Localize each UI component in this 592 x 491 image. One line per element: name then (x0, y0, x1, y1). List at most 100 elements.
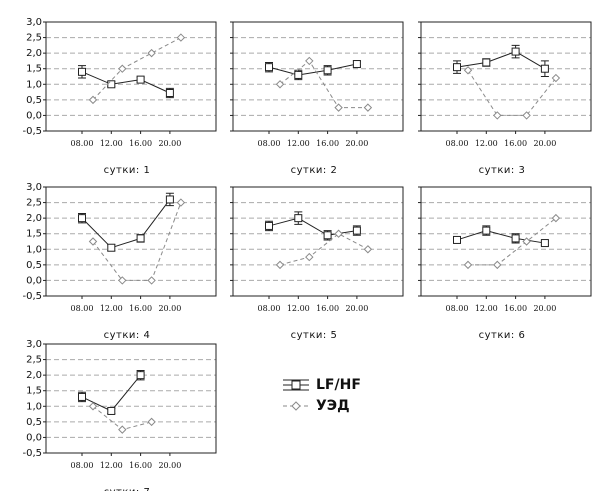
y-tick-label: 1,0 (26, 79, 42, 90)
panel: -0,5 0,0 0,5 1,0 1,5 2,0 2,5 3,0 08.00 12.00 16.00… (22, 182, 217, 341)
legend-marker (291, 380, 301, 390)
point (88, 237, 98, 246)
y-tick-label: -0,5 (22, 291, 42, 302)
x-tick-label: 16.00 (504, 139, 527, 148)
plot-frame (45, 343, 217, 454)
series-line (92, 37, 182, 101)
series-line (468, 217, 557, 266)
point (334, 229, 343, 238)
x-tick-label: 08.00 (446, 139, 469, 148)
series-line (81, 199, 171, 249)
point (118, 276, 127, 285)
x-tick-label: 12.00 (475, 139, 498, 148)
y-tick-label: 2,5 (26, 33, 42, 44)
point (165, 195, 174, 204)
point (265, 221, 273, 230)
panel-title: сутки: 6 (479, 330, 526, 341)
x-tick-label: 16.00 (129, 461, 152, 470)
y-tick-label: 0,0 (26, 432, 42, 443)
point (136, 75, 145, 84)
plot-frame (45, 21, 217, 132)
point (453, 63, 461, 72)
panel: 08.00 12.00 16.00 20.00 сутки: 3 (418, 21, 592, 176)
y-tick-label: 3,0 (26, 339, 42, 350)
point (176, 198, 186, 207)
y-tick-label: 3,0 (26, 182, 42, 193)
series-line (279, 60, 368, 109)
point (265, 63, 273, 72)
point (107, 406, 116, 415)
x-tick-label: 16.00 (316, 139, 339, 148)
point (522, 111, 531, 120)
x-tick-label: 12.00 (287, 304, 310, 313)
x-tick-label: 08.00 (258, 304, 281, 313)
x-tick-label: 08.00 (446, 304, 469, 313)
x-tick-label: 16.00 (504, 304, 527, 313)
plot-frame (420, 21, 592, 132)
point (482, 58, 491, 67)
point (88, 402, 98, 411)
x-tick-label: 08.00 (71, 461, 94, 470)
y-tick-label: 2,0 (26, 370, 42, 381)
panel: 08.00 12.00 16.00 20.00 сутки: 5 (230, 186, 404, 341)
y-tick-label: -0,5 (22, 126, 42, 137)
legend: LF/HF УЭД (283, 377, 361, 414)
y-tick-label: 1,5 (26, 229, 42, 240)
point (294, 214, 303, 223)
point (363, 103, 373, 112)
series-line (456, 51, 546, 70)
panel-title: сутки: 1 (104, 165, 151, 176)
point (305, 56, 314, 66)
point (78, 392, 86, 401)
y-tick-label: 2,5 (26, 355, 42, 366)
y-tick-label: 3,0 (26, 17, 42, 28)
x-tick-label: 12.00 (287, 139, 310, 148)
y-tick-label: 1,5 (26, 64, 42, 75)
series-line (81, 71, 171, 94)
panel: 08.00 12.00 16.00 20.00 сутки: 6 (418, 186, 592, 341)
x-tick-label: 20.00 (345, 139, 368, 148)
x-tick-label: 16.00 (316, 304, 339, 313)
point (352, 226, 361, 235)
point (136, 371, 145, 380)
x-tick-label: 16.00 (129, 139, 152, 148)
plot-frame (45, 186, 217, 297)
series-line (268, 217, 357, 236)
x-tick-label: 20.00 (345, 304, 368, 313)
point (323, 231, 332, 240)
x-tick-label: 20.00 (158, 139, 181, 148)
panel: -0,5 0,0 0,5 1,0 1,5 2,0 2,5 3,0 08.00 12.00 16.00… (22, 339, 217, 491)
x-tick-label: 08.00 (71, 139, 94, 148)
point (294, 70, 303, 79)
plot-frame (232, 21, 404, 132)
x-tick-label: 16.00 (129, 304, 152, 313)
point (551, 73, 561, 83)
panel: -0,5 0,0 0,5 1,0 1,5 2,0 2,5 3,0 08.00 12.00 16.00… (22, 17, 217, 176)
y-tick-label: 0,0 (26, 110, 42, 121)
x-tick-label: 12.00 (100, 461, 123, 470)
panel-title: сутки: 4 (104, 330, 151, 341)
point (275, 80, 285, 89)
point (323, 66, 332, 75)
point (176, 33, 186, 42)
point (147, 276, 156, 285)
series-line (467, 69, 557, 116)
point (88, 95, 98, 105)
y-tick-label: 0,5 (26, 417, 42, 428)
point (482, 226, 491, 235)
point (453, 235, 461, 244)
y-tick-label: 2,5 (26, 198, 42, 209)
point (78, 214, 86, 223)
point (118, 425, 127, 434)
y-tick-label: 0,0 (26, 275, 42, 286)
point (522, 237, 531, 246)
y-tick-label: 0,5 (26, 260, 42, 271)
point (540, 239, 549, 248)
y-tick-label: 2,0 (26, 48, 42, 59)
plot-frame (420, 186, 592, 297)
legend-marker (291, 401, 301, 411)
point (511, 47, 520, 56)
x-tick-label: 08.00 (71, 304, 94, 313)
